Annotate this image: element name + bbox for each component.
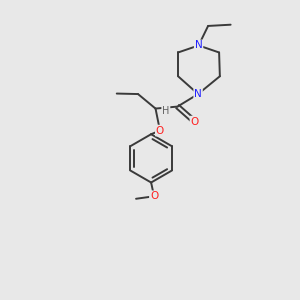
Text: H: H xyxy=(162,106,169,116)
Text: O: O xyxy=(156,126,164,136)
Text: N: N xyxy=(194,89,202,99)
Text: O: O xyxy=(150,191,158,201)
Text: N: N xyxy=(195,40,203,50)
Text: O: O xyxy=(190,117,199,127)
